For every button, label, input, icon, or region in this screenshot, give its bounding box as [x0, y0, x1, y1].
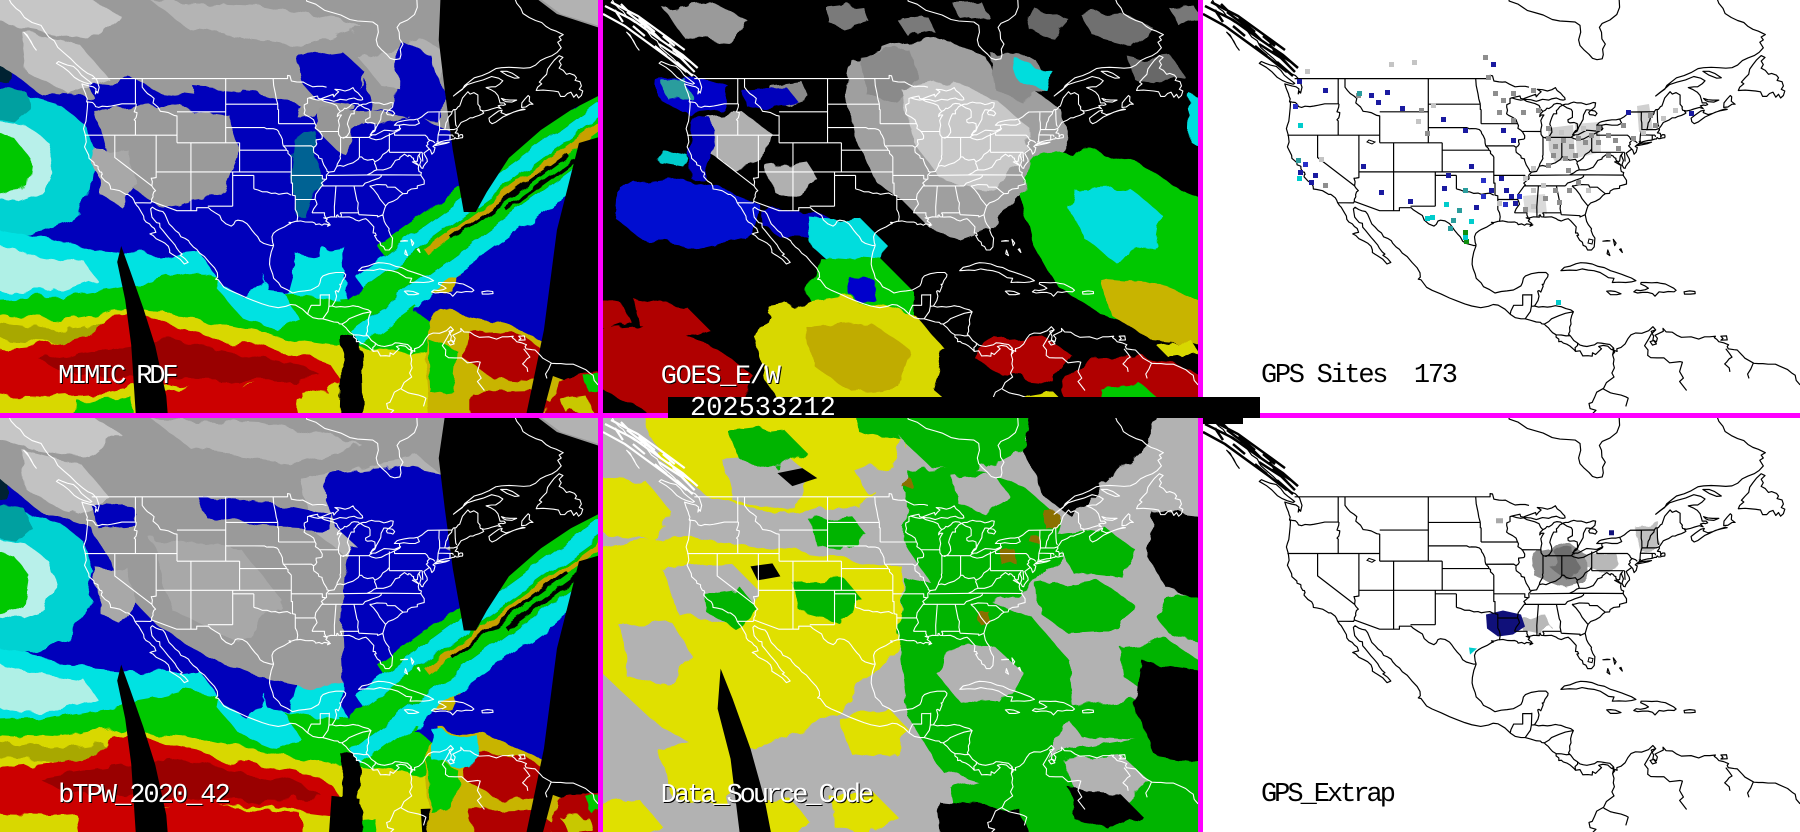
svg-text:GOES_E/W: GOES_E/W — [661, 362, 782, 392]
svg-text:GOES_E/W: GOES_E/W — [662, 363, 783, 393]
svg-text:Data_Source_Code: Data_Source_Code — [661, 781, 873, 811]
svg-text:bTPW_2020_42: bTPW_2020_42 — [59, 781, 230, 812]
svg-text:Data_Source_Code: Data_Source_Code — [662, 782, 874, 812]
svg-text:GPS Sites 173: GPS Sites 173 — [1261, 361, 1457, 391]
svg-text:bTPW_2020_42: bTPW_2020_42 — [58, 780, 229, 811]
svg-text:MIMIC RDF: MIMIC RDF — [59, 363, 178, 393]
svg-text:MIMIC RDF: MIMIC RDF — [58, 362, 177, 392]
svg-text:GPS_Extrap: GPS_Extrap — [1261, 779, 1395, 810]
